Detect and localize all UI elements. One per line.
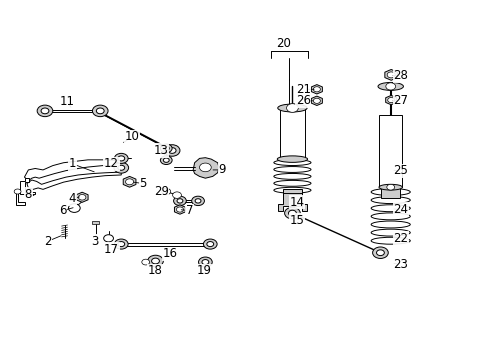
Text: 15: 15: [289, 214, 304, 227]
Circle shape: [206, 242, 213, 247]
Text: 19: 19: [197, 264, 211, 277]
Text: 28: 28: [393, 69, 407, 82]
Text: 1: 1: [68, 157, 76, 170]
Text: 26: 26: [295, 94, 310, 107]
Circle shape: [177, 199, 183, 203]
Circle shape: [142, 259, 149, 265]
Polygon shape: [20, 178, 35, 194]
Circle shape: [114, 153, 128, 163]
Polygon shape: [123, 176, 136, 187]
Ellipse shape: [377, 82, 403, 90]
Circle shape: [114, 239, 128, 249]
Bar: [279, 108, 305, 158]
Polygon shape: [277, 193, 306, 211]
Text: 4: 4: [68, 192, 76, 205]
Text: 6: 6: [59, 204, 66, 217]
Polygon shape: [16, 190, 25, 205]
Circle shape: [163, 158, 169, 162]
Polygon shape: [27, 172, 121, 189]
Bar: [378, 115, 402, 187]
Text: 17: 17: [104, 243, 119, 256]
Circle shape: [118, 156, 124, 161]
Circle shape: [118, 165, 124, 170]
Circle shape: [37, 105, 53, 117]
Text: 9: 9: [218, 163, 226, 176]
Text: 3: 3: [91, 235, 99, 248]
Circle shape: [160, 144, 172, 153]
Circle shape: [288, 210, 296, 216]
Text: 16: 16: [163, 247, 177, 260]
Ellipse shape: [277, 104, 306, 112]
Circle shape: [78, 194, 86, 200]
Polygon shape: [24, 160, 121, 181]
Text: 10: 10: [124, 130, 139, 143]
Circle shape: [284, 207, 300, 219]
Circle shape: [198, 257, 212, 267]
Text: 18: 18: [148, 264, 163, 277]
Circle shape: [163, 146, 169, 150]
Circle shape: [191, 196, 204, 206]
Circle shape: [376, 250, 384, 256]
Circle shape: [173, 196, 186, 206]
Text: 8: 8: [24, 188, 32, 201]
Text: 12: 12: [104, 157, 119, 170]
Text: 13: 13: [154, 144, 168, 157]
Circle shape: [176, 207, 183, 212]
Circle shape: [387, 98, 394, 103]
Circle shape: [172, 192, 181, 198]
Text: 20: 20: [276, 37, 290, 50]
Text: 21: 21: [295, 83, 310, 96]
Text: 29: 29: [154, 185, 168, 198]
Circle shape: [199, 163, 211, 172]
Circle shape: [202, 260, 208, 265]
Polygon shape: [311, 85, 322, 94]
Circle shape: [164, 145, 180, 156]
Text: 27: 27: [393, 94, 407, 107]
Polygon shape: [384, 69, 397, 80]
Circle shape: [68, 204, 80, 212]
Text: 7: 7: [185, 204, 193, 217]
Circle shape: [286, 104, 298, 112]
Text: 25: 25: [393, 165, 407, 177]
Circle shape: [203, 239, 217, 249]
Text: 14: 14: [289, 196, 304, 209]
Polygon shape: [174, 205, 185, 214]
Circle shape: [151, 258, 159, 264]
Text: 23: 23: [393, 258, 407, 271]
Ellipse shape: [277, 156, 307, 162]
Circle shape: [313, 87, 320, 92]
Polygon shape: [193, 158, 219, 178]
Circle shape: [386, 184, 394, 190]
Circle shape: [313, 98, 320, 103]
Circle shape: [14, 189, 21, 194]
Polygon shape: [311, 96, 322, 105]
Circle shape: [118, 242, 124, 247]
Circle shape: [96, 108, 104, 114]
Circle shape: [385, 83, 395, 90]
Circle shape: [147, 255, 163, 267]
Text: 5: 5: [139, 177, 147, 190]
Circle shape: [168, 148, 176, 153]
Circle shape: [160, 156, 172, 165]
Circle shape: [41, 108, 49, 114]
Bar: [92, 221, 99, 224]
Circle shape: [195, 199, 201, 203]
Circle shape: [386, 72, 394, 78]
Text: 11: 11: [60, 95, 75, 108]
Circle shape: [125, 179, 133, 185]
Text: 24: 24: [393, 203, 407, 216]
Polygon shape: [385, 95, 396, 105]
Ellipse shape: [378, 184, 402, 190]
Circle shape: [92, 105, 108, 117]
Circle shape: [162, 188, 170, 195]
Circle shape: [114, 162, 128, 173]
Circle shape: [103, 235, 113, 242]
Bar: [381, 186, 399, 198]
Text: 2: 2: [44, 235, 52, 248]
Circle shape: [372, 247, 387, 258]
Bar: [282, 189, 302, 205]
Text: 22: 22: [393, 232, 407, 245]
Polygon shape: [76, 192, 88, 202]
